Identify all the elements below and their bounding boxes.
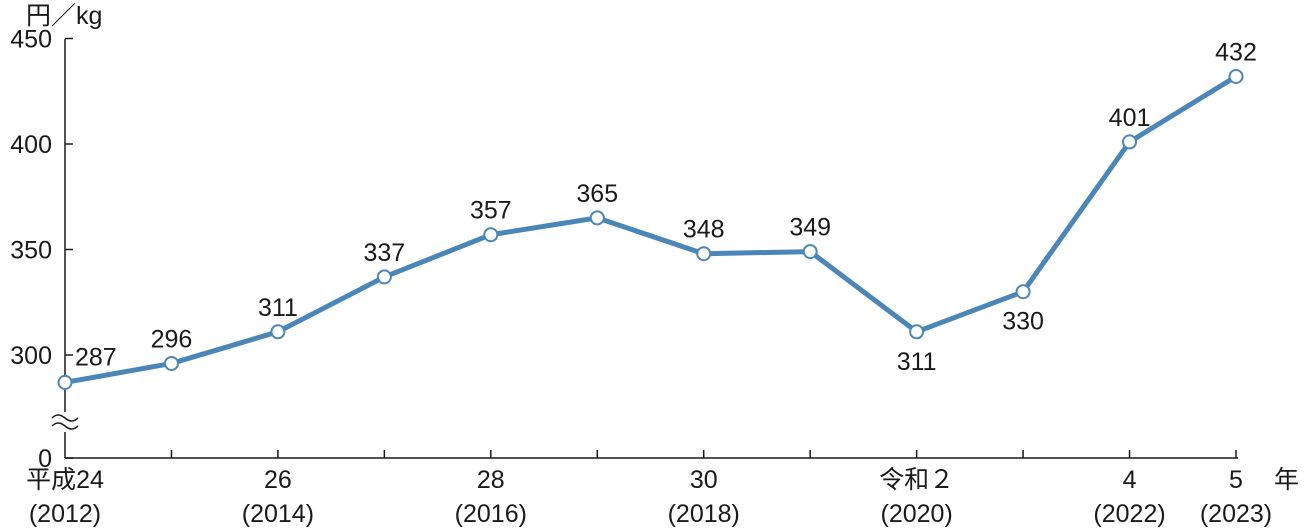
axis-break-mark-lower bbox=[51, 422, 79, 430]
y-tick-label: 0 bbox=[38, 445, 52, 473]
y-axis-unit-label: 円／kg bbox=[26, 2, 102, 30]
data-point bbox=[909, 324, 925, 340]
data-label: 432 bbox=[1215, 38, 1257, 66]
x-tick-label: 26 bbox=[264, 466, 292, 494]
data-point bbox=[57, 374, 73, 390]
x-tick-label: 4 bbox=[1123, 466, 1137, 494]
data-label: 349 bbox=[789, 214, 831, 242]
data-point bbox=[163, 355, 179, 371]
series-layer bbox=[57, 68, 1244, 390]
x-tick-label: 28 bbox=[477, 466, 505, 494]
x-tick-label-year: (2023) bbox=[1200, 500, 1272, 528]
data-label: 287 bbox=[75, 343, 117, 371]
data-label: 311 bbox=[258, 294, 298, 322]
data-label: 401 bbox=[1109, 104, 1151, 132]
data-label: 357 bbox=[470, 197, 512, 225]
data-point bbox=[1122, 134, 1138, 150]
y-tick-label: 450 bbox=[10, 26, 52, 54]
data-point bbox=[696, 246, 712, 262]
data-point bbox=[483, 227, 499, 243]
x-axis: 平成24 (2012) 26 (2014) 28 (2016) 30 (2018) 令和２ (20… bbox=[26, 450, 1272, 528]
x-tick-label-year: (2022) bbox=[1093, 500, 1165, 528]
data-point bbox=[1015, 284, 1031, 300]
y-tick-label: 350 bbox=[10, 237, 52, 265]
data-point bbox=[376, 269, 392, 285]
x-tick-label: 令和２ bbox=[879, 466, 954, 494]
data-label: 296 bbox=[151, 325, 193, 353]
y-tick-label: 300 bbox=[10, 342, 52, 370]
data-point bbox=[802, 244, 818, 260]
x-tick-label-year: (2012) bbox=[29, 500, 101, 528]
x-tick-label-year: (2018) bbox=[668, 500, 740, 528]
x-tick-label-year: (2020) bbox=[881, 500, 953, 528]
y-tick-label: 400 bbox=[10, 131, 52, 159]
x-tick-label-year: (2016) bbox=[455, 500, 527, 528]
x-tick-label: 30 bbox=[690, 466, 718, 494]
x-tick-label-year: (2014) bbox=[242, 500, 314, 528]
data-label: 330 bbox=[1002, 308, 1044, 336]
x-tick-label: 5 bbox=[1229, 466, 1243, 494]
x-axis-unit-label: 年 bbox=[1274, 466, 1299, 494]
x-tick-label: 平成24 bbox=[26, 466, 104, 494]
data-point bbox=[1228, 68, 1244, 84]
data-point bbox=[270, 324, 286, 340]
series-line bbox=[62, 73, 1239, 385]
data-label: 311 bbox=[897, 348, 937, 376]
axis-break-mark-upper bbox=[51, 414, 79, 422]
y-axis: 0 300 350 400 450 bbox=[10, 26, 79, 473]
data-label-layer: 287 296 311 337 357 365 348 349 311 330 401 432 bbox=[75, 38, 1257, 375]
data-label: 348 bbox=[683, 216, 725, 244]
data-label: 337 bbox=[364, 239, 406, 267]
data-point bbox=[589, 210, 605, 226]
data-label: 365 bbox=[576, 180, 618, 208]
